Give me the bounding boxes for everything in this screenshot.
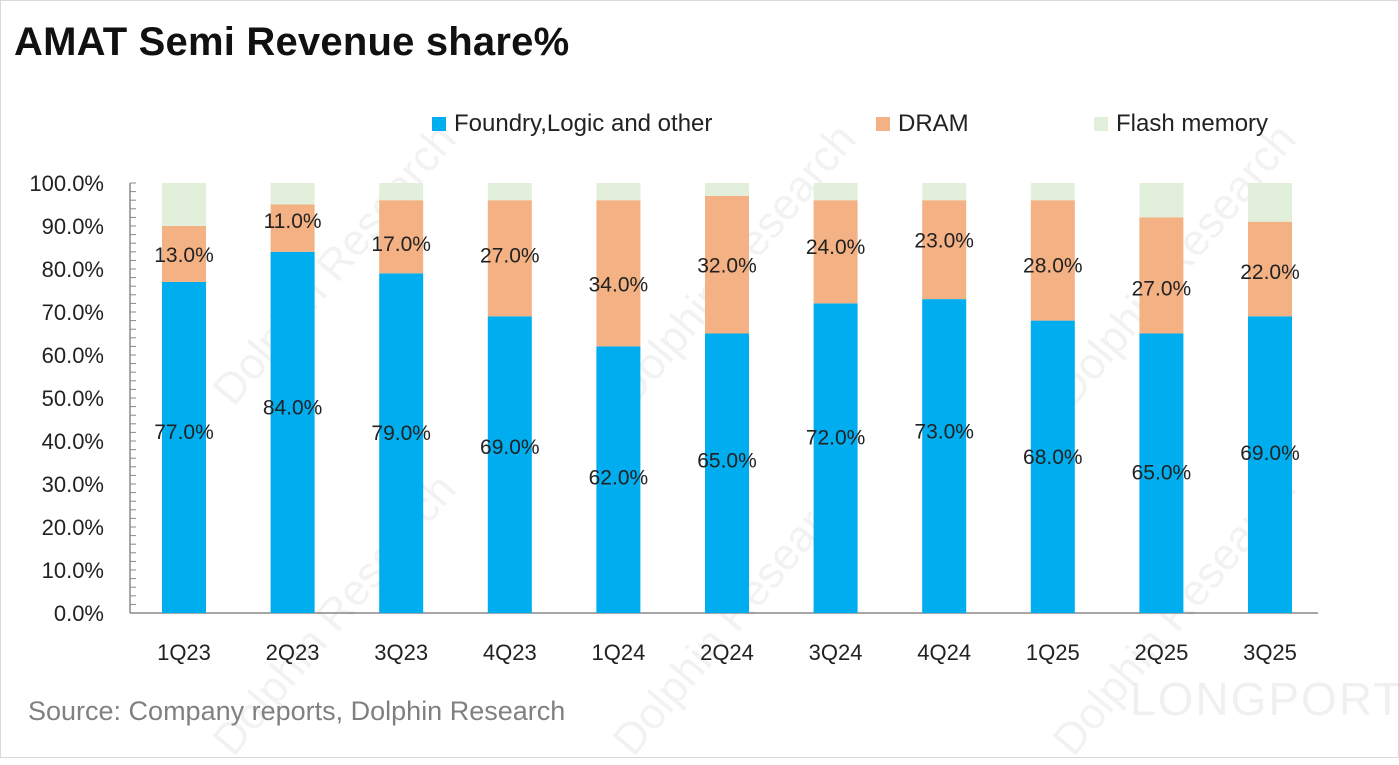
bar-foundry-3Q23 <box>379 273 424 613</box>
data-label-dram-3Q23: 17.0% <box>371 233 431 256</box>
x-tick-label: 2Q23 <box>266 640 320 665</box>
bar-dram-4Q24 <box>922 200 967 300</box>
legend: Foundry,Logic and other DRAM Flash memor… <box>0 110 1399 140</box>
x-tick-label: 1Q23 <box>157 640 211 665</box>
data-label-dram-2Q24: 32.0% <box>697 255 757 278</box>
bar-flash-1Q23 <box>162 183 206 226</box>
data-label-foundry-2Q24: 65.0% <box>697 449 757 472</box>
y-tick-label: 50.0% <box>42 386 104 411</box>
bar-flash-3Q25 <box>1248 183 1292 222</box>
y-tick-label: 40.0% <box>42 429 104 454</box>
bar-flash-2Q24 <box>705 183 749 196</box>
data-label-dram-2Q23: 11.0% <box>264 210 322 233</box>
bar-foundry-2Q23 <box>270 251 315 614</box>
bar-foundry-1Q23 <box>162 281 206 613</box>
x-tick-label: 3Q23 <box>374 640 428 665</box>
y-tick-label: 10.0% <box>42 558 104 583</box>
bar-flash-1Q24 <box>596 183 641 201</box>
y-tick-label: 60.0% <box>42 343 104 368</box>
bar-flash-2Q23 <box>270 183 315 205</box>
bar-foundry-3Q25 <box>1248 316 1292 613</box>
bar-dram-1Q24 <box>596 200 641 347</box>
data-label-dram-2Q25: 27.0% <box>1132 277 1192 300</box>
legend-label-flash: Flash memory <box>1116 110 1269 137</box>
y-tick-label: 30.0% <box>42 472 104 497</box>
y-tick-label: 90.0% <box>42 214 104 239</box>
data-label-foundry-4Q23: 69.0% <box>480 436 540 459</box>
data-label-foundry-4Q24: 73.0% <box>914 420 974 443</box>
data-label-dram-1Q25: 28.0% <box>1023 254 1083 277</box>
x-tick-label: 1Q25 <box>1026 640 1080 665</box>
bar-flash-2Q25 <box>1139 183 1184 218</box>
y-tick-label: 80.0% <box>42 257 104 282</box>
source-note: Source: Company reports, Dolphin Researc… <box>28 696 566 726</box>
y-tick-label: 20.0% <box>42 515 104 540</box>
y-tick-label: 70.0% <box>42 300 104 325</box>
bar-foundry-4Q24 <box>922 299 967 613</box>
data-label-dram-4Q24: 23.0% <box>914 230 974 253</box>
chart-title: AMAT Semi Revenue share% <box>14 20 570 64</box>
x-tick-label: 3Q25 <box>1243 640 1297 665</box>
bar-foundry-1Q25 <box>1030 320 1075 613</box>
legend-item-flash: Flash memory <box>1094 110 1268 138</box>
x-tick-label: 1Q24 <box>591 640 645 665</box>
bar-flash-3Q24 <box>813 183 858 201</box>
data-label-dram-1Q23: 13.0% <box>154 244 214 267</box>
data-label-foundry-1Q25: 68.0% <box>1023 446 1083 469</box>
x-tick-label: 2Q24 <box>700 640 754 665</box>
bar-dram-2Q24 <box>705 195 749 334</box>
bar-foundry-3Q24 <box>813 303 858 613</box>
bar-foundry-2Q24 <box>705 333 749 613</box>
x-tick-label: 2Q25 <box>1134 640 1188 665</box>
legend-label-foundry: Foundry,Logic and other <box>454 110 713 137</box>
x-tick-label: 3Q24 <box>809 640 863 665</box>
bar-flash-3Q23 <box>379 183 424 201</box>
bar-dram-2Q23 <box>270 204 315 252</box>
bar-foundry-4Q23 <box>487 316 532 613</box>
data-label-foundry-3Q25: 69.0% <box>1240 442 1300 465</box>
brand-watermark: LONGPORT <box>1130 673 1399 725</box>
data-label-dram-3Q25: 22.0% <box>1240 261 1300 284</box>
bar-dram-3Q24 <box>813 200 858 304</box>
bar-dram-3Q25 <box>1248 221 1292 317</box>
x-tick-label: 4Q24 <box>917 640 971 665</box>
bar-flash-4Q23 <box>487 183 532 201</box>
x-tick-label: 4Q23 <box>483 640 537 665</box>
data-label-foundry-1Q23: 77.0% <box>154 421 214 444</box>
bar-dram-1Q25 <box>1030 200 1075 321</box>
bar-dram-1Q23 <box>162 226 206 282</box>
legend-label-dram: DRAM <box>898 110 969 137</box>
bar-flash-4Q24 <box>922 183 967 201</box>
y-tick-label: 100.0% <box>29 171 104 196</box>
data-label-dram-4Q23: 27.0% <box>480 244 540 267</box>
bar-dram-3Q23 <box>379 200 424 274</box>
bar-foundry-1Q24 <box>596 346 641 613</box>
data-label-foundry-1Q24: 62.0% <box>589 466 649 489</box>
data-label-dram-1Q24: 34.0% <box>589 273 649 296</box>
data-label-dram-3Q24: 24.0% <box>806 236 866 259</box>
legend-swatch-flash <box>1094 117 1108 131</box>
axes: 0.0% 10.0% 20.0% 30.0% 40.0% 50.0% 60.0% 70.0% 8… <box>29 171 1318 665</box>
legend-item-foundry: Foundry,Logic and other <box>432 110 712 138</box>
data-labels: 77.0% 13.0% 84.0% 11.0% 79.0% 17.0% 69.0% 27.0%… <box>154 210 1300 489</box>
legend-item-dram: DRAM <box>876 110 969 138</box>
legend-swatch-foundry <box>432 117 446 131</box>
legend-swatch-dram <box>876 117 890 131</box>
bar-foundry-2Q25 <box>1139 333 1184 613</box>
data-label-foundry-2Q23: 84.0% <box>263 396 323 419</box>
y-tick-label: 0.0% <box>54 601 104 626</box>
bar-flash-1Q25 <box>1030 183 1075 201</box>
data-label-foundry-3Q23: 79.0% <box>371 422 431 445</box>
data-label-foundry-2Q25: 65.0% <box>1132 461 1192 484</box>
bar-dram-4Q23 <box>487 200 532 317</box>
bars <box>162 183 1292 614</box>
bar-dram-2Q25 <box>1139 217 1184 334</box>
data-label-foundry-3Q24: 72.0% <box>806 427 866 450</box>
